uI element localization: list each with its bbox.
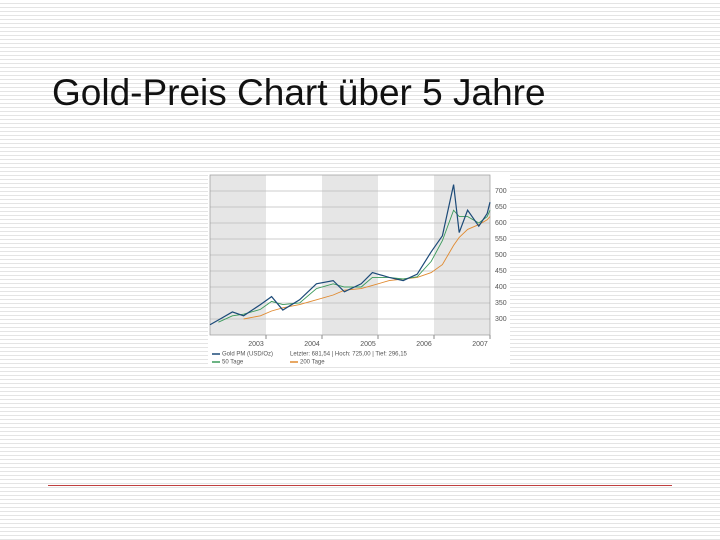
annotation: Letzter: 681,54 | Hoch: 725,00 | Tief: 2… (290, 352, 408, 358)
y-tick-label: 500 (495, 252, 507, 259)
series-line (218, 209, 491, 323)
x-tick-label: 2004 (304, 341, 320, 348)
y-tick-label: 300 (495, 316, 507, 323)
x-tick-label: 2003 (248, 341, 264, 348)
y-tick-label: 700 (495, 188, 507, 195)
legend-label: Gold PM (USD/Oz) (222, 352, 273, 358)
x-tick-label: 2005 (360, 341, 376, 348)
legend-label: 200 Tage (300, 360, 325, 366)
y-tick-label: 600 (495, 220, 507, 227)
y-tick-label: 400 (495, 284, 507, 291)
plot-border (209, 174, 491, 336)
y-tick-label: 550 (495, 236, 507, 243)
slide-title: Gold-Preis Chart über 5 Jahre (52, 72, 546, 113)
divider (48, 485, 672, 486)
y-tick-label: 450 (495, 268, 507, 275)
x-tick-label: 2006 (416, 341, 432, 348)
y-tick-label: 350 (495, 300, 507, 307)
series-line (209, 184, 491, 326)
y-tick-label: 650 (495, 204, 507, 211)
x-tick-label: 2007 (472, 341, 488, 348)
legend-label: 50 Tage (222, 360, 244, 366)
